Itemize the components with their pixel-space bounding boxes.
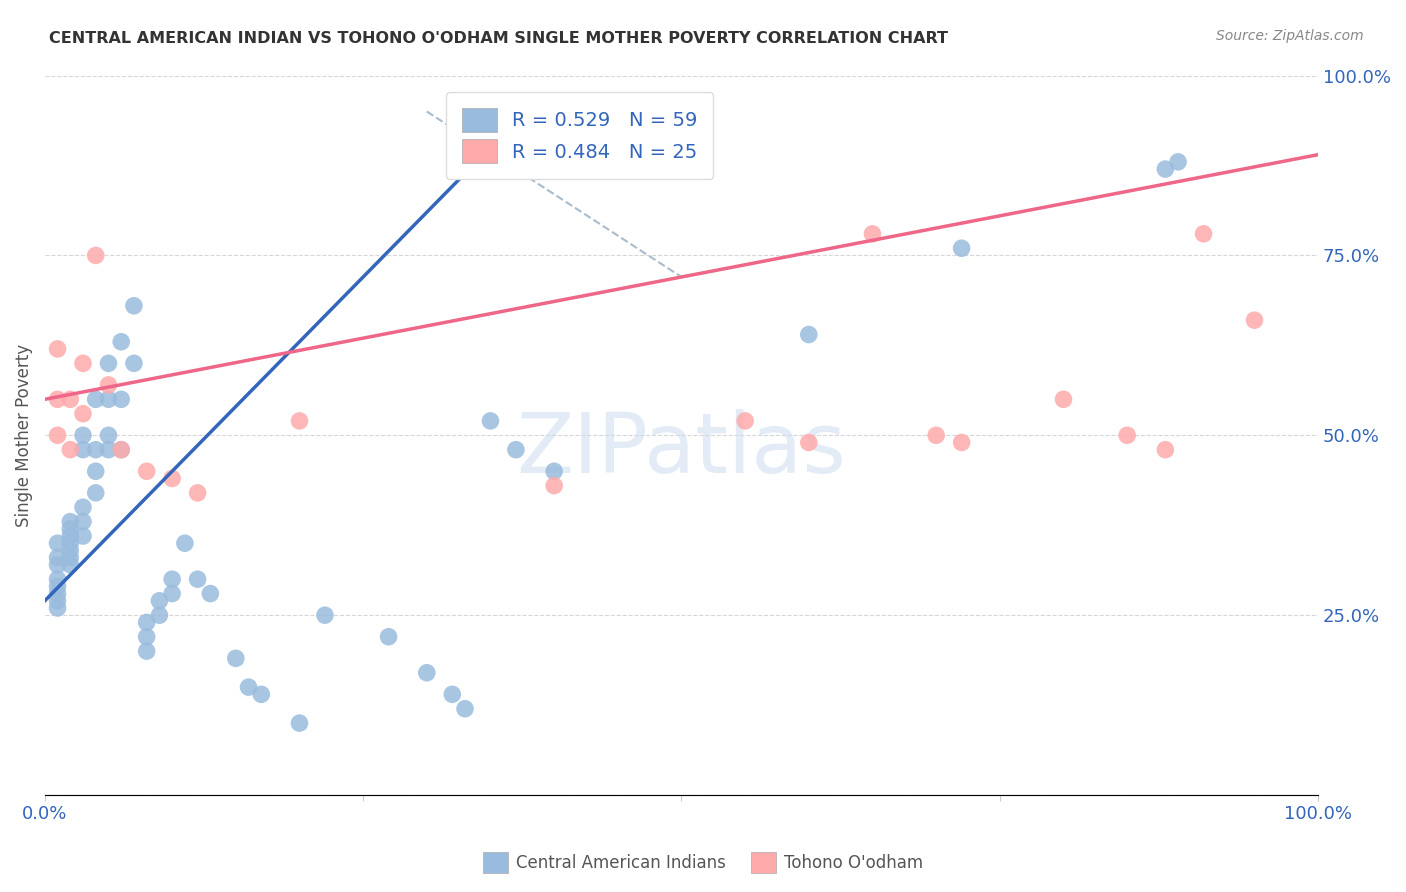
Point [160,586,183,600]
Point [110,442,132,457]
Point [135,630,157,644]
Point [110,442,132,457]
Point [72,529,94,543]
Point [46,550,69,565]
Point [59,442,82,457]
Point [441,687,464,701]
Legend: Central American Indians, Tohono O'odham: Central American Indians, Tohono O'odham [477,846,929,880]
Point [950,435,973,450]
Point [84,486,107,500]
Point [59,543,82,558]
Point [46,586,69,600]
Text: ZIPatlas: ZIPatlas [516,409,846,491]
Point [225,651,247,665]
Point [187,572,209,586]
Point [950,241,973,255]
Point [84,248,107,262]
Point [97,378,120,392]
Point [59,550,82,565]
Point [238,680,260,694]
Point [59,536,82,550]
Point [416,665,439,680]
Point [250,687,273,701]
Point [84,392,107,407]
Point [97,442,120,457]
Point [46,392,69,407]
Point [72,407,94,421]
Point [288,716,311,731]
Point [59,522,82,536]
Point [454,702,477,716]
Point [148,594,170,608]
Point [160,471,183,485]
Point [122,356,145,370]
Point [72,428,94,442]
Point [479,414,502,428]
Point [1243,313,1265,327]
Point [59,529,82,543]
Point [46,601,69,615]
Point [84,442,107,457]
Point [122,299,145,313]
Point [314,608,336,623]
Point [59,392,82,407]
Point [135,464,157,478]
Text: CENTRAL AMERICAN INDIAN VS TOHONO O'ODHAM SINGLE MOTHER POVERTY CORRELATION CHAR: CENTRAL AMERICAN INDIAN VS TOHONO O'ODHA… [49,31,948,46]
Point [72,500,94,515]
Point [187,486,209,500]
Point [97,356,120,370]
Point [925,428,948,442]
Point [72,356,94,370]
Point [59,558,82,572]
Point [135,644,157,658]
Point [160,572,183,586]
Text: Source: ZipAtlas.com: Source: ZipAtlas.com [1216,29,1364,43]
Point [1154,162,1177,177]
Point [46,428,69,442]
Point [543,464,565,478]
Point [862,227,884,241]
Y-axis label: Single Mother Poverty: Single Mother Poverty [15,343,32,527]
Point [797,435,820,450]
Point [110,392,132,407]
Point [72,515,94,529]
Point [1192,227,1215,241]
Point [46,579,69,593]
Point [97,392,120,407]
Point [72,442,94,457]
Point [97,428,120,442]
Point [46,572,69,586]
Point [1154,442,1177,457]
Point [1167,154,1189,169]
Point [84,464,107,478]
Point [173,536,195,550]
Point [59,515,82,529]
Legend: R = 0.529   N = 59, R = 0.484   N = 25: R = 0.529 N = 59, R = 0.484 N = 25 [446,93,713,178]
Point [200,586,222,600]
Point [46,536,69,550]
Point [797,327,820,342]
Point [148,608,170,623]
Point [1052,392,1074,407]
Point [46,558,69,572]
Point [734,414,756,428]
Point [135,615,157,630]
Point [377,630,399,644]
Point [288,414,311,428]
Point [110,334,132,349]
Point [505,442,527,457]
Point [46,594,69,608]
Point [1116,428,1139,442]
Point [543,478,565,492]
Point [46,342,69,356]
